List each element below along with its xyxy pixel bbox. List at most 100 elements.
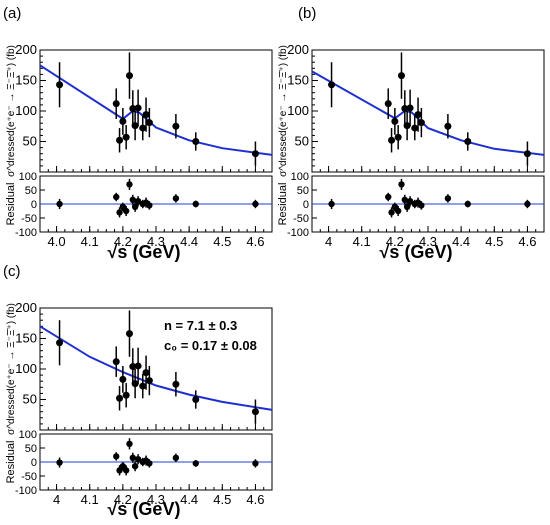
data-point — [125, 72, 133, 80]
residual-point — [524, 200, 531, 208]
data-point — [417, 119, 425, 127]
residual-point — [328, 200, 335, 208]
residual-point — [252, 460, 259, 467]
residual-point — [122, 467, 130, 474]
data-point — [328, 81, 336, 89]
x-tick-label: 4.6 — [246, 234, 264, 249]
data-point — [388, 136, 396, 144]
panel-label: (b) — [298, 5, 316, 22]
main-plot-frame — [311, 49, 545, 173]
data-point — [129, 363, 137, 371]
x-tick-label: 4 — [325, 234, 332, 249]
data-point — [139, 382, 147, 390]
residual-point — [131, 463, 139, 470]
y-tick-label: 100 — [15, 103, 37, 118]
residual-point — [126, 181, 133, 188]
data-point — [131, 122, 139, 130]
data-point — [122, 133, 130, 141]
residual-point — [464, 200, 471, 208]
x-tick-label: 4.2 — [114, 234, 132, 249]
y-tick-label: 200 — [15, 42, 37, 57]
data-point — [134, 104, 142, 112]
y-tick-label: 150 — [15, 331, 37, 346]
residual-axis-title: Residual — [5, 183, 17, 226]
chart-panel-2: (b) 4 4.1 4.2 4.3 4.4 4.5 4.6 50 100 150 200 -100 -50… — [277, 5, 545, 262]
data-point — [112, 100, 120, 108]
x-tick-label: 4.4 — [180, 492, 198, 507]
data-point — [56, 81, 64, 89]
residual-tick-label: -50 — [21, 213, 37, 225]
data-point — [403, 122, 411, 130]
residual-tick-label: 100 — [19, 171, 37, 183]
data-point — [251, 408, 259, 416]
residual-point — [418, 202, 425, 209]
chart-panel-1: (a) 4.0 4.1 4.2 4.3 4.4 4.5 4.6 50 100 150 200 -100 -… — [3, 5, 273, 262]
residual-tick-label: 50 — [25, 185, 37, 197]
x-tick-label: 4.5 — [213, 492, 231, 507]
residual-point — [56, 459, 63, 466]
residual-tick-label: -100 — [15, 227, 37, 239]
data-point — [116, 394, 124, 402]
panel-label: (a) — [3, 5, 21, 22]
data-point — [523, 150, 531, 158]
residual-point — [126, 440, 133, 447]
residual-point — [192, 460, 199, 467]
data-point — [145, 377, 153, 385]
residual-point — [172, 454, 180, 461]
y-tick-label: 100 — [15, 361, 37, 376]
residual-point — [146, 460, 153, 467]
residual-point — [398, 181, 405, 188]
data-point — [397, 72, 405, 80]
panel-label: (c) — [3, 263, 21, 280]
residual-tick-label: 0 — [31, 457, 37, 469]
data-point — [394, 133, 402, 141]
data-point — [145, 119, 153, 127]
data-point — [122, 391, 130, 399]
residual-point — [113, 193, 120, 201]
x-tick-label: 4.1 — [81, 492, 99, 507]
residual-point — [146, 202, 153, 209]
residual-point — [56, 200, 63, 208]
residual-tick-label: -100 — [287, 227, 309, 239]
x-tick-label: 4.4 — [452, 234, 470, 249]
data-point — [139, 124, 147, 132]
residual-point — [131, 203, 139, 210]
data-point — [119, 375, 127, 383]
data-point — [411, 124, 419, 132]
x-tick-label: 4 — [53, 492, 60, 507]
residual-point — [401, 196, 408, 203]
y-axis-title: σ^dressed(e⁺e⁻ → Ξ⁻Ξ̄⁺) (fb) — [278, 45, 289, 177]
x-tick-label: 4.3 — [419, 234, 437, 249]
data-point — [112, 358, 120, 366]
x-axis-title: √s (GeV) — [108, 242, 181, 262]
fit-annotation: n = 7.1 ± 0.3 — [164, 318, 237, 333]
data-point — [384, 100, 392, 108]
residual-point — [134, 198, 142, 205]
residual-point — [122, 207, 130, 215]
x-tick-label: 4.0 — [48, 234, 66, 249]
y-tick-label: 200 — [15, 300, 37, 315]
data-point — [414, 111, 422, 119]
data-point — [134, 362, 142, 370]
residual-tick-label: 50 — [25, 443, 37, 455]
x-tick-label: 4.3 — [147, 492, 165, 507]
x-tick-label: 4.6 — [246, 492, 264, 507]
data-point — [172, 122, 180, 130]
x-tick-label: 4.2 — [386, 234, 404, 249]
y-tick-label: 50 — [23, 392, 37, 407]
residual-point — [388, 209, 395, 216]
x-tick-label: 4.4 — [180, 234, 198, 249]
y-tick-label: 100 — [287, 103, 309, 118]
data-point — [192, 138, 200, 145]
fit-curve — [39, 64, 273, 156]
residual-tick-label: 0 — [303, 199, 309, 211]
x-tick-label: 4.2 — [114, 492, 132, 507]
residual-tick-label: -50 — [21, 471, 37, 483]
data-point — [391, 117, 399, 125]
data-point — [125, 330, 133, 338]
residual-point — [134, 456, 142, 463]
y-tick-label: 50 — [295, 134, 309, 149]
residual-point — [406, 198, 414, 205]
residual-point — [129, 454, 136, 461]
x-axis-title: √s (GeV) — [108, 499, 181, 519]
